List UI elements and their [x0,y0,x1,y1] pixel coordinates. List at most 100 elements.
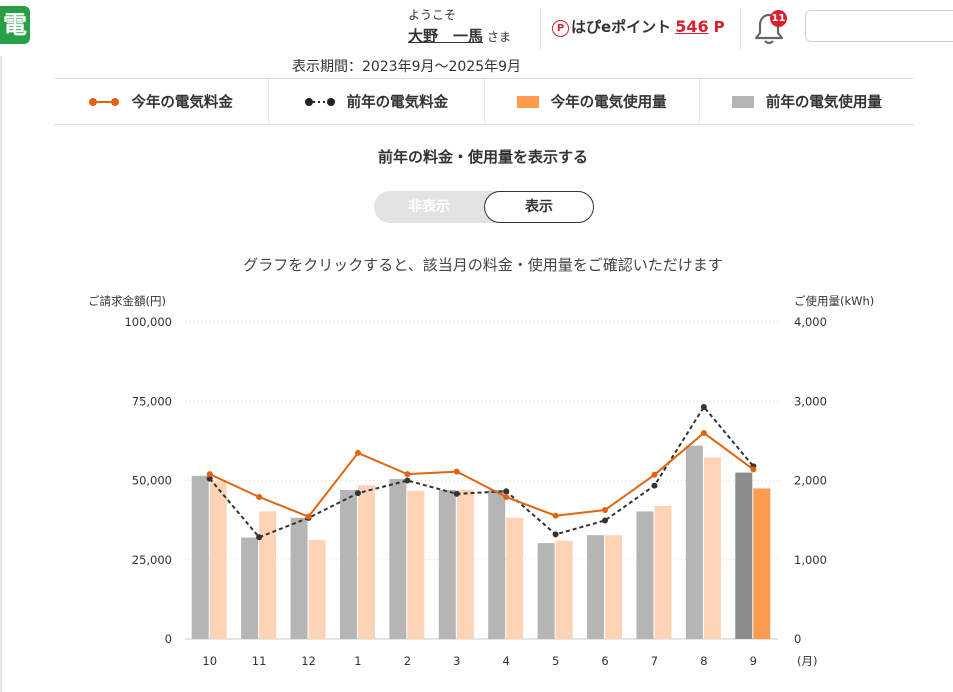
this-year-usage-bar[interactable] [555,540,573,639]
left-border-line [0,56,2,692]
x-tick-label: 11 [252,654,267,668]
last-year-usage-bar[interactable] [339,490,357,639]
this-year-usage-bar[interactable] [753,488,771,639]
x-tick-label: 7 [651,654,658,668]
last-year-usage-bar[interactable] [537,543,555,639]
this-year-usage-bar[interactable] [407,490,425,639]
last-year-usage-bar[interactable] [241,537,259,639]
last-year-usage-bar[interactable] [290,517,308,639]
this-year-fee-point[interactable] [206,471,213,478]
this-year-fee-point[interactable] [651,471,658,478]
last-year-fee-point[interactable] [453,490,460,497]
right-tick-label: 1,000 [794,553,827,567]
points-icon: P [552,20,569,37]
x-tick-label: 1 [354,654,361,668]
last-year-usage-bar[interactable] [587,535,605,639]
legend-item-this-year-usage[interactable]: 今年の電気使用量 [483,79,699,124]
prev-year-title: 前年の料金・使用量を表示する [377,148,588,166]
company-logo[interactable]: 電 [0,6,30,44]
legend-item-last-year-usage[interactable]: 前年の電気使用量 [698,79,914,124]
toggle-hide-button[interactable]: 非表示 [408,199,450,215]
last-year-fee-point[interactable] [354,490,361,497]
right-tick-label: 0 [794,632,801,646]
this-year-fee-point[interactable] [256,493,263,500]
this-year-usage-bar[interactable] [259,511,277,639]
logo-glyph: 電 [3,11,27,39]
welcome-block: ようこそ 大野 一馬 さま [408,6,511,46]
this-year-fee-point[interactable] [552,512,559,519]
this-year-fee-point[interactable] [602,506,609,513]
x-tick-label: 4 [503,654,510,668]
this-year-fee-point[interactable] [354,449,361,456]
chart-notice: グラフをクリックすると、該当月の料金・使用量をご確認いただけます [243,256,723,274]
x-tick-label: 2 [404,654,411,668]
legend-label: 前年の電気使用量 [765,95,882,111]
black-dotted-line-marker-icon [304,97,335,106]
last-year-fee-point[interactable] [256,534,263,541]
this-year-fee-point[interactable] [503,493,510,500]
this-year-usage-bar[interactable] [209,481,227,639]
points-unit: P [713,18,725,36]
toggle-show-button[interactable]: 表示 [484,191,594,223]
x-tick-label: 12 [301,654,316,668]
this-year-fee-point[interactable] [404,471,411,478]
prev-year-toggle: 非表示 表示 [374,191,594,223]
left-tick-label: 100,000 [124,315,172,329]
this-year-usage-bar[interactable] [703,457,721,639]
legend-item-this-year-fee[interactable]: 今年の電気料金 [54,79,268,124]
usage-fee-chart[interactable]: ご請求金額(円) ご使用量(kWh) (月) 0 25,000 50,000 75,0… [0,285,953,692]
this-year-usage-bar[interactable] [308,539,326,639]
display-period: 表示期間：2023年9月～2025年9月 [291,59,522,75]
x-tick-label: 8 [700,654,707,668]
honorific: さま [487,30,512,44]
search-input[interactable] [805,10,953,42]
right-axis-label: ご使用量(kWh) [794,294,874,308]
last-year-usage-bar[interactable] [191,475,209,639]
header-divider [740,8,741,50]
legend-label: 今年の電気料金 [131,95,233,111]
x-tick-label: 9 [750,654,757,668]
last-year-usage-bar[interactable] [438,490,456,639]
last-year-fee-point[interactable] [503,488,510,495]
last-year-usage-bar[interactable] [389,478,407,639]
last-year-usage-bar[interactable] [636,511,654,639]
points-block: P はぴeポイント 546 P [552,16,725,37]
this-year-usage-bar[interactable] [357,485,375,639]
legend-label: 前年の電気料金 [346,95,449,111]
orange-line-marker-icon [89,97,120,106]
right-tick-label: 4,000 [794,315,827,329]
points-value-link[interactable]: 546 [675,17,709,36]
x-axis-unit: (月) [797,654,817,668]
last-year-fee-point[interactable] [651,482,658,489]
orange-bar-icon [516,95,539,108]
this-year-fee-line [209,431,754,518]
this-year-fee-point[interactable] [305,513,312,520]
chart-legend: 今年の電気料金 前年の電気料金 今年の電気使用量 前年の電気使用量 [54,78,914,125]
this-year-usage-bar[interactable] [654,505,672,639]
last-year-fee-point[interactable] [206,475,213,482]
last-year-usage-bar[interactable] [488,490,506,639]
this-year-usage-bar[interactable] [456,490,474,639]
x-tick-label: 6 [601,654,608,668]
user-name-link[interactable]: 大野 一馬 [408,27,484,45]
last-year-fee-point[interactable] [700,403,707,410]
legend-item-last-year-fee[interactable]: 前年の電気料金 [268,79,483,124]
this-year-fee-point[interactable] [700,429,707,436]
left-axis-label: ご請求金額(円) [88,294,166,308]
left-tick-label: 75,000 [132,394,172,408]
last-year-fee-point[interactable] [552,531,559,538]
last-year-fee-line [208,405,755,539]
this-year-fee-point[interactable] [750,466,757,473]
x-tick-label: 10 [202,654,217,668]
this-year-usage-bar[interactable] [506,517,524,639]
last-year-usage-bar[interactable] [735,472,753,639]
this-year-fee-point[interactable] [453,468,460,475]
this-year-usage-bar[interactable] [605,535,623,639]
gray-bar-icon [731,95,754,108]
last-year-usage-bar[interactable] [685,445,703,639]
header-divider [540,8,541,50]
left-tick-label: 25,000 [132,553,172,567]
last-year-fee-point[interactable] [602,517,609,524]
last-year-fee-point[interactable] [404,477,411,484]
x-tick-label: 5 [552,654,559,668]
